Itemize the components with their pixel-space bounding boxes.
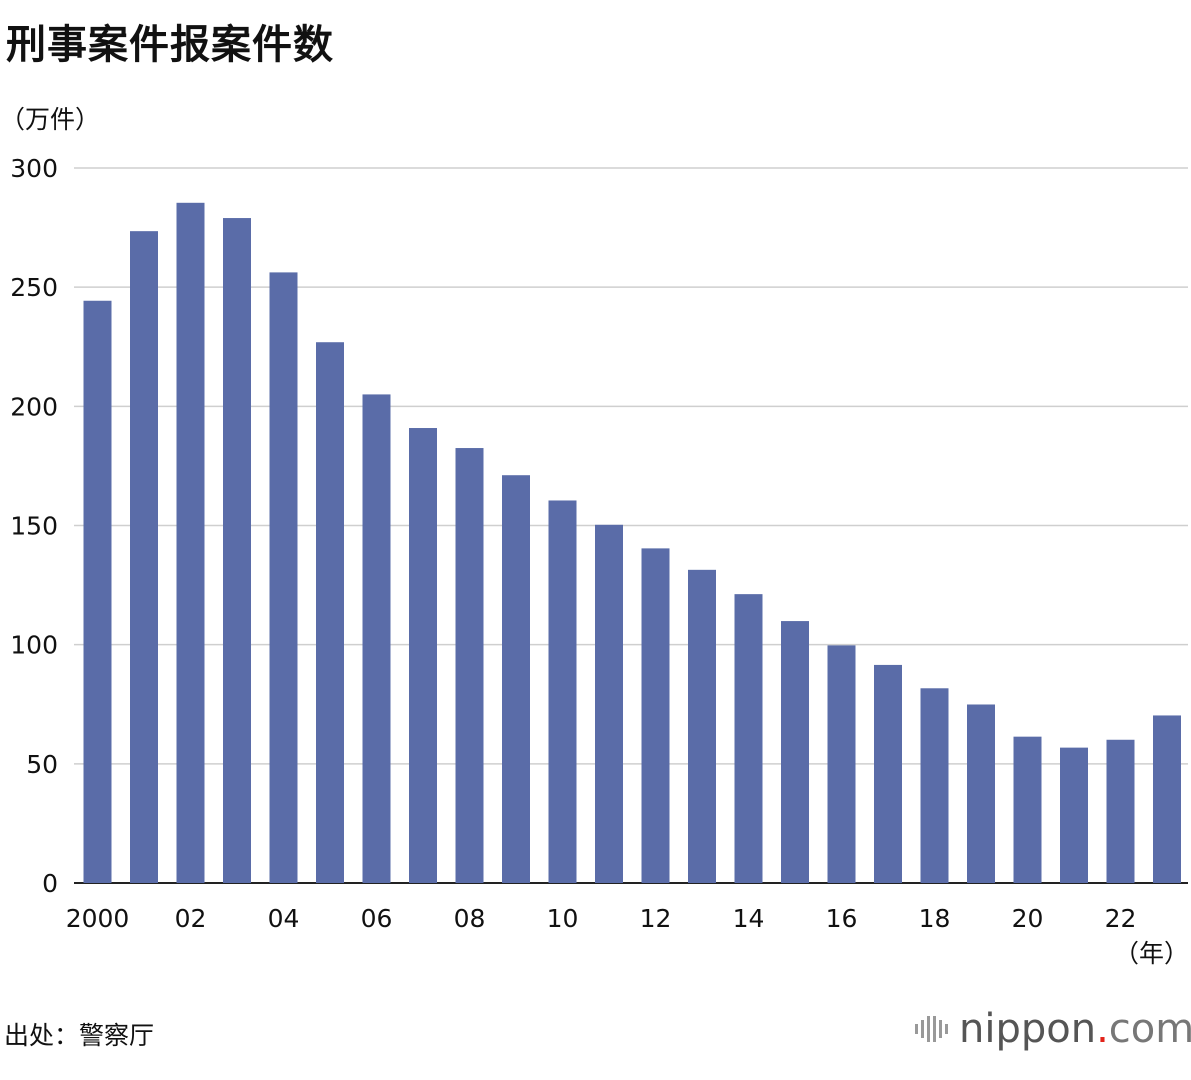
x-tick-label: 14 [733,904,765,933]
y-tick-label: 300 [10,154,58,183]
x-tick-label: 12 [640,904,672,933]
bar-19 [967,704,995,883]
x-tick-label: 08 [454,904,486,933]
y-tick-label: 100 [10,631,58,660]
bar-03 [223,218,251,884]
y-axis-unit-label: （万件） [0,105,101,134]
y-tick-label: 200 [10,392,58,421]
bar-22 [1106,739,1135,883]
bar-12 [641,548,670,883]
bar-11 [595,524,623,883]
bar-02 [176,202,205,884]
x-axis-label: （年） [1114,939,1189,968]
bar-07 [409,428,437,883]
bar-01 [130,231,158,884]
bar-10 [548,500,577,883]
y-tick-label: 50 [26,750,58,779]
gridlines [74,167,1188,884]
bar-17 [874,664,902,883]
bar-05 [316,342,344,883]
x-tick-label: 18 [919,904,951,933]
bar-06 [362,394,391,883]
logo-bars-icon [915,1016,948,1042]
logo-text: nippon.com [959,1006,1191,1052]
y-tick-label: 0 [42,869,58,898]
bar-23 [1153,715,1181,883]
bar-14 [734,594,763,883]
x-tick-label: 02 [175,904,207,933]
x-tick-label: 20 [1012,904,1044,933]
bars [83,202,1181,884]
nippon-logo: nippon.com [915,1006,1191,1052]
x-tick-label: 10 [547,904,579,933]
bar-18 [920,688,949,883]
bar-04 [269,272,298,883]
bar-09 [502,475,530,883]
source-note: 出处：警察厅 [4,1021,155,1050]
bar-13 [688,569,716,883]
bar-20 [1013,736,1042,883]
x-tick-label: 16 [826,904,858,933]
bar-chart: 0 50 100 150 200 250 300 2000 02 04 06 08 10 12 14 16 1… [10,154,1189,968]
bar-2000 [83,300,112,883]
x-tick-label: 04 [268,904,300,933]
bar-21 [1060,747,1088,883]
bar-16 [827,645,856,883]
x-tick-label: 22 [1105,904,1137,933]
bar-08 [455,448,484,883]
x-tick-label: 2000 [66,904,130,933]
x-tick-labels: 2000 02 04 06 08 10 12 14 16 18 20 22 [66,904,1137,933]
bar-15 [781,621,809,883]
x-tick-label: 06 [361,904,393,933]
y-tick-label: 150 [10,512,58,541]
y-tick-label: 250 [10,273,58,302]
y-tick-labels: 0 50 100 150 200 250 300 [10,154,58,898]
chart-title: 刑事案件报案件数 [6,22,334,68]
